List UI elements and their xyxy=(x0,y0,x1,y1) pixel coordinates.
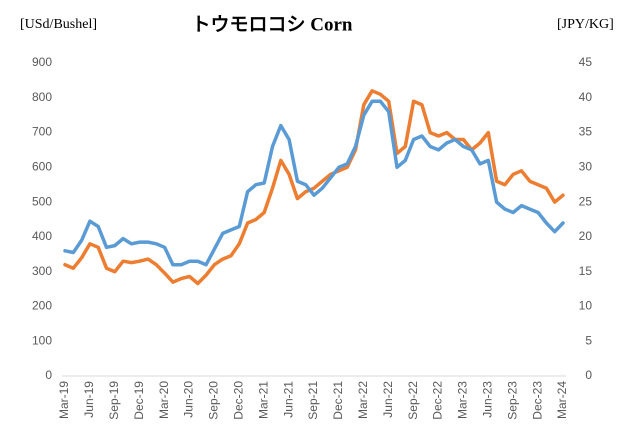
y2-tick-label: 20 xyxy=(579,229,593,243)
y-tick-label: 0 xyxy=(45,368,52,382)
y2-tick-label: 30 xyxy=(579,160,593,174)
y-tick-label: 300 xyxy=(32,264,52,278)
y2-tick-label: 10 xyxy=(579,299,593,313)
y-tick-label: 700 xyxy=(32,125,52,139)
x-tick-label: Sep-19 xyxy=(107,381,121,420)
x-tick-label: Dec-22 xyxy=(431,381,445,420)
x-tick-label: Jun-20 xyxy=(182,381,196,418)
y-tick-label: 500 xyxy=(32,194,52,208)
series-line xyxy=(63,89,565,286)
x-tick-label: Jun-21 xyxy=(281,381,295,418)
x-tick-label: Mar-19 xyxy=(57,381,71,419)
x-tick-label: Sep-20 xyxy=(207,381,221,420)
x-tick-label: Jun-22 xyxy=(381,381,395,418)
x-tick-label: Mar-22 xyxy=(356,381,370,419)
y-tick-label: 400 xyxy=(32,229,52,243)
x-tick-label: Dec-20 xyxy=(231,381,245,420)
y2-tick-label: 0 xyxy=(585,368,592,382)
x-tick-label: Mar-20 xyxy=(157,381,171,419)
y2-tick-label: 5 xyxy=(585,333,592,347)
x-tick-label: Sep-21 xyxy=(306,381,320,420)
x-tick-label: Jun-19 xyxy=(82,381,96,418)
y-tick-label: 600 xyxy=(32,160,52,174)
y-tick-label: 900 xyxy=(32,55,52,69)
x-tick-label: Dec-19 xyxy=(132,381,146,420)
y-tick-label: 200 xyxy=(32,299,52,313)
x-tick-label: Mar-21 xyxy=(256,381,270,419)
x-tick-label: Dec-23 xyxy=(530,381,544,420)
y-tick-label: 100 xyxy=(32,333,52,347)
y2-tick-label: 45 xyxy=(579,55,593,69)
y-tick-label: 800 xyxy=(32,90,52,104)
x-tick-label: Jun-23 xyxy=(480,381,494,418)
x-tick-label: Sep-23 xyxy=(505,381,519,420)
chart-title: トウモロコシ Corn xyxy=(192,13,353,35)
y2-tick-label: 25 xyxy=(579,194,593,208)
y2-tick-label: 40 xyxy=(579,90,593,104)
x-tick-label: Mar-23 xyxy=(456,381,470,419)
y-axis-label: [USd/Bushel] xyxy=(20,17,97,32)
y2-axis-label: [JPY/KG] xyxy=(557,17,614,32)
y2-tick-label: 35 xyxy=(579,125,593,139)
x-tick-label: Mar-24 xyxy=(555,381,569,419)
series-line xyxy=(63,99,565,267)
y2-tick-label: 15 xyxy=(579,264,593,278)
x-tick-label: Dec-21 xyxy=(331,381,345,420)
x-tick-label: Sep-22 xyxy=(406,381,420,420)
